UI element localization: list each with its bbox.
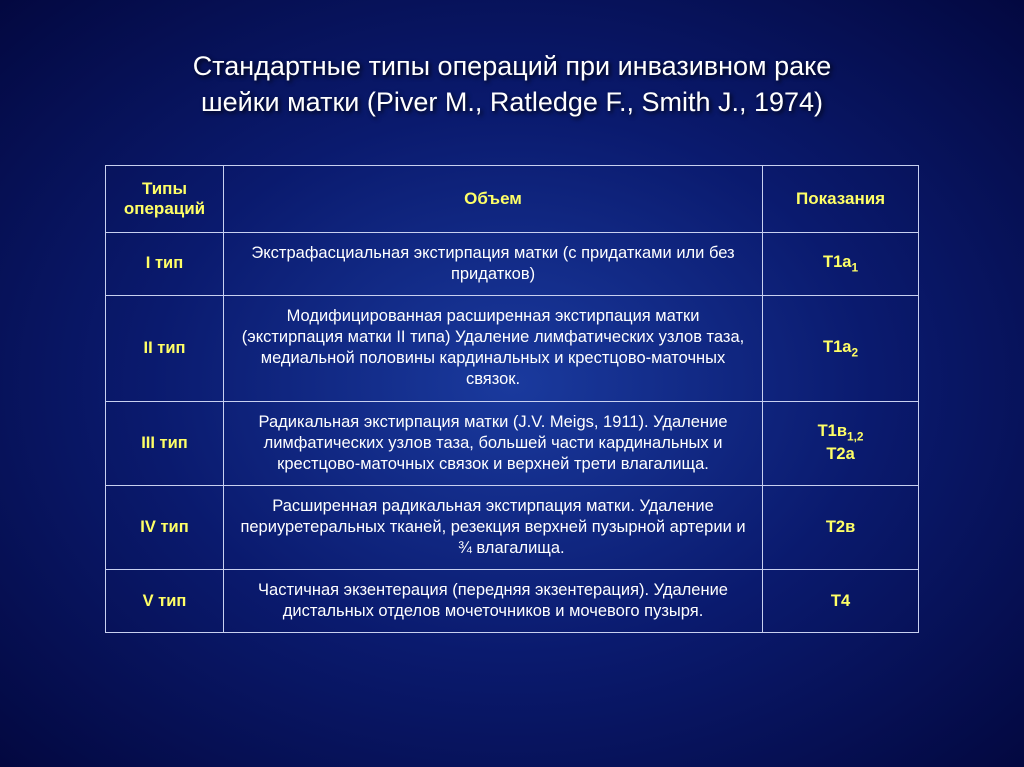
cell-type: II тип [106, 296, 224, 401]
cell-volume: Модифицированная расширенная экстирпация… [223, 296, 762, 401]
cell-volume: Экстрафасциальная экстирпация матки (с п… [223, 232, 762, 295]
cell-indication: Т1в1,2Т2а [763, 401, 919, 485]
cell-type: V тип [106, 570, 224, 633]
table-row: IV тип Расширенная радикальная экстирпац… [106, 485, 919, 569]
slide-title: Стандартные типы операций при инвазивном… [133, 48, 892, 121]
cell-indication: Т1а1 [763, 232, 919, 295]
header-types: Типы операций [106, 165, 224, 232]
table-header-row: Типы операций Объем Показания [106, 165, 919, 232]
cell-type: I тип [106, 232, 224, 295]
header-volume: Объем [223, 165, 762, 232]
cell-volume: Расширенная радикальная экстирпация матк… [223, 485, 762, 569]
table-row: III тип Радикальная экстирпация матки (J… [106, 401, 919, 485]
cell-volume: Радикальная экстирпация матки (J.V. Meig… [223, 401, 762, 485]
cell-volume: Частичная экзентерация (передняя экзенте… [223, 570, 762, 633]
table-row: II тип Модифицированная расширенная экст… [106, 296, 919, 401]
operations-table: Типы операций Объем Показания I тип Экст… [105, 165, 919, 634]
cell-type: III тип [106, 401, 224, 485]
title-line-1: Стандартные типы операций при инвазивном… [193, 51, 832, 81]
cell-indication: Т1а2 [763, 296, 919, 401]
cell-indication: Т2в [763, 485, 919, 569]
cell-indication: Т4 [763, 570, 919, 633]
header-indications: Показания [763, 165, 919, 232]
table-row: V тип Частичная экзентерация (передняя э… [106, 570, 919, 633]
title-line-2: шейки матки (Piver M., Ratledge F., Smit… [201, 87, 823, 117]
table-row: I тип Экстрафасциальная экстирпация матк… [106, 232, 919, 295]
cell-type: IV тип [106, 485, 224, 569]
